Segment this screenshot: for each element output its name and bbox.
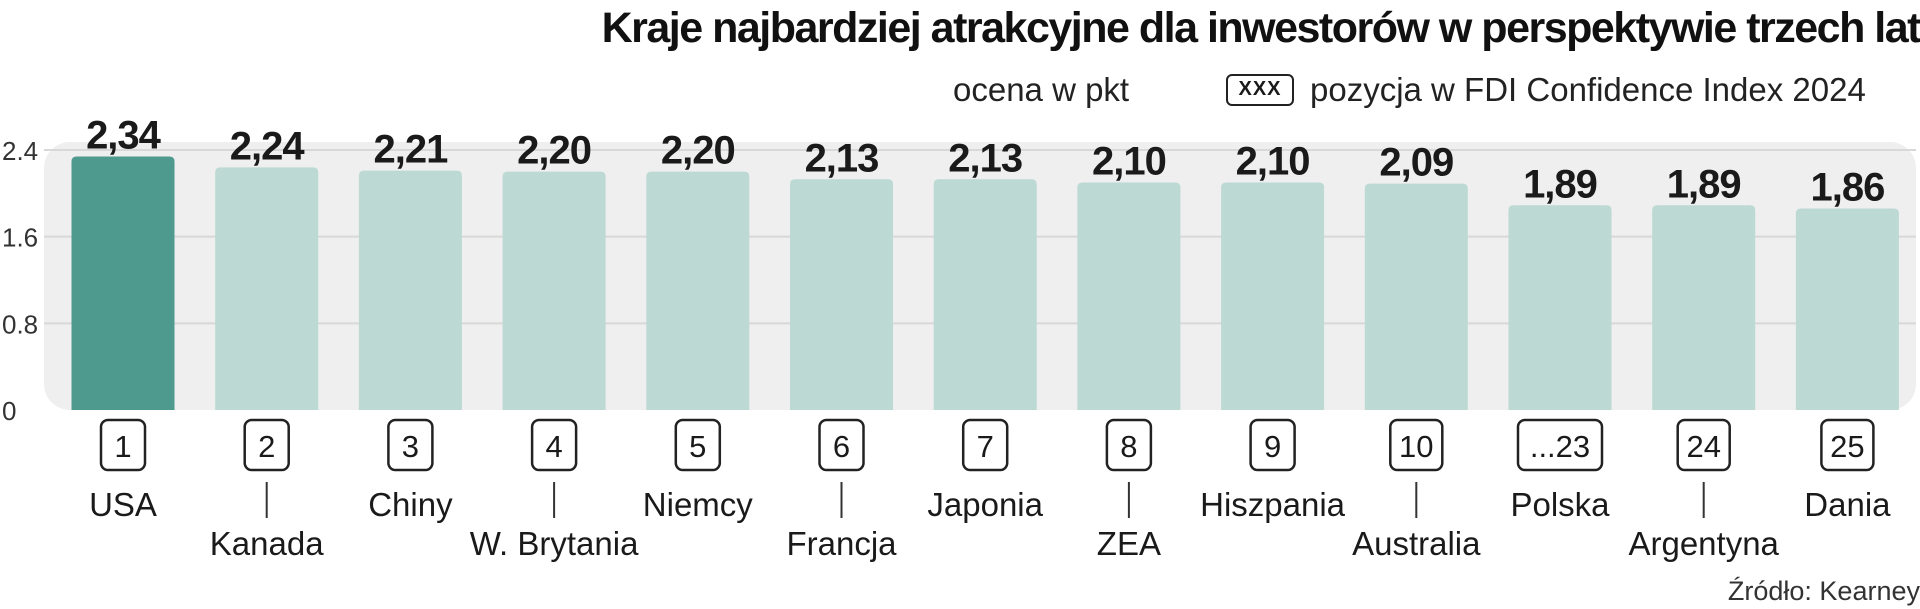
- bar: [1364, 183, 1468, 410]
- value-label: 2,20: [517, 129, 591, 173]
- rank-box: [674, 418, 722, 472]
- bar: [1508, 205, 1612, 410]
- legend-rank-box: XXX: [1226, 74, 1294, 106]
- value-label: 2,21: [373, 128, 448, 172]
- value-label: 2,24: [230, 124, 306, 168]
- value-label: 1,89: [1667, 162, 1741, 206]
- value-label: 1,86: [1810, 166, 1884, 210]
- bar: [646, 171, 750, 410]
- rank-box: [1820, 418, 1875, 472]
- bar: [1795, 208, 1899, 410]
- rank-box: [1249, 418, 1296, 472]
- value-label: 2,10: [1092, 140, 1166, 184]
- category-label: Francja: [786, 525, 897, 562]
- rank-label: ...23: [1530, 429, 1590, 464]
- rank-label: 25: [1830, 429, 1864, 464]
- rank-box: [530, 418, 578, 472]
- rank-label: 24: [1686, 429, 1720, 464]
- rank-label: 9: [1264, 429, 1281, 464]
- rank-box: [1389, 418, 1444, 472]
- rank-box: [1676, 418, 1731, 472]
- category-label: USA: [89, 486, 157, 523]
- rank-label: 4: [545, 429, 562, 464]
- legend-rank-label: pozycja w FDI Confidence Index 2024: [1310, 71, 1866, 108]
- category-label: Chiny: [368, 486, 453, 523]
- bar: [358, 170, 462, 410]
- category-label: Australia: [1352, 525, 1481, 562]
- value-label: 2,13: [805, 136, 879, 180]
- legend: ocena w pkt XXX pozycja w FDI Confidence…: [0, 70, 1920, 114]
- rank-label: 6: [833, 429, 850, 464]
- value-label: 1,89: [1523, 162, 1597, 206]
- value-label: 2,10: [1236, 140, 1310, 184]
- rank-box: [1105, 418, 1153, 472]
- rank-box: [243, 418, 290, 472]
- y-tick-label: 0: [2, 396, 16, 426]
- chart-title: Kraje najbardziej atrakcyjne dla inwesto…: [601, 4, 1920, 52]
- bar: [1652, 205, 1756, 410]
- rank-box: [961, 418, 1009, 472]
- bar: [71, 156, 175, 410]
- bar: [502, 171, 606, 410]
- category-label: W. Brytania: [470, 525, 639, 562]
- legend-score-label: ocena w pkt: [953, 71, 1130, 108]
- rank-label: 5: [689, 429, 706, 464]
- rank-label: 8: [1120, 429, 1137, 464]
- rank-label: 1: [114, 429, 131, 464]
- source-note: Źródło: Kearney: [1727, 576, 1920, 606]
- rank-box: [387, 418, 434, 472]
- rank-box: [99, 418, 147, 472]
- value-label: 2,13: [948, 136, 1022, 180]
- value-label: 2,34: [86, 114, 162, 158]
- rank-label: 7: [977, 429, 994, 464]
- value-label: 2,09: [1379, 141, 1453, 185]
- category-label: Argentyna: [1628, 525, 1779, 562]
- category-label: Polska: [1510, 486, 1610, 523]
- category-label: Niemcy: [643, 486, 754, 523]
- bar-chart: 0 0.8 1.6 2.4 2,34 1 USA 2,24 2 Kanada 2,21 3 Chiny 2…: [2, 114, 1916, 562]
- y-tick-label: 1.6: [2, 223, 38, 253]
- value-label: 2,20: [661, 129, 735, 173]
- y-tick-label: 0.8: [2, 309, 38, 339]
- category-label: Kanada: [210, 525, 324, 562]
- rank-box: [818, 418, 865, 472]
- bar: [1077, 182, 1181, 410]
- rank-label: 2: [258, 429, 275, 464]
- rank-label: 3: [402, 429, 419, 464]
- rank-box: [1516, 418, 1604, 472]
- rank-label: 10: [1399, 429, 1433, 464]
- category-label: Hiszpania: [1200, 486, 1346, 523]
- bar: [790, 179, 893, 410]
- y-tick-label: 2.4: [2, 136, 38, 166]
- category-label: ZEA: [1097, 525, 1161, 562]
- bar: [933, 179, 1037, 410]
- category-label: Dania: [1804, 486, 1891, 523]
- bar: [1221, 182, 1325, 410]
- category-label: Japonia: [927, 486, 1043, 523]
- bar: [215, 167, 319, 410]
